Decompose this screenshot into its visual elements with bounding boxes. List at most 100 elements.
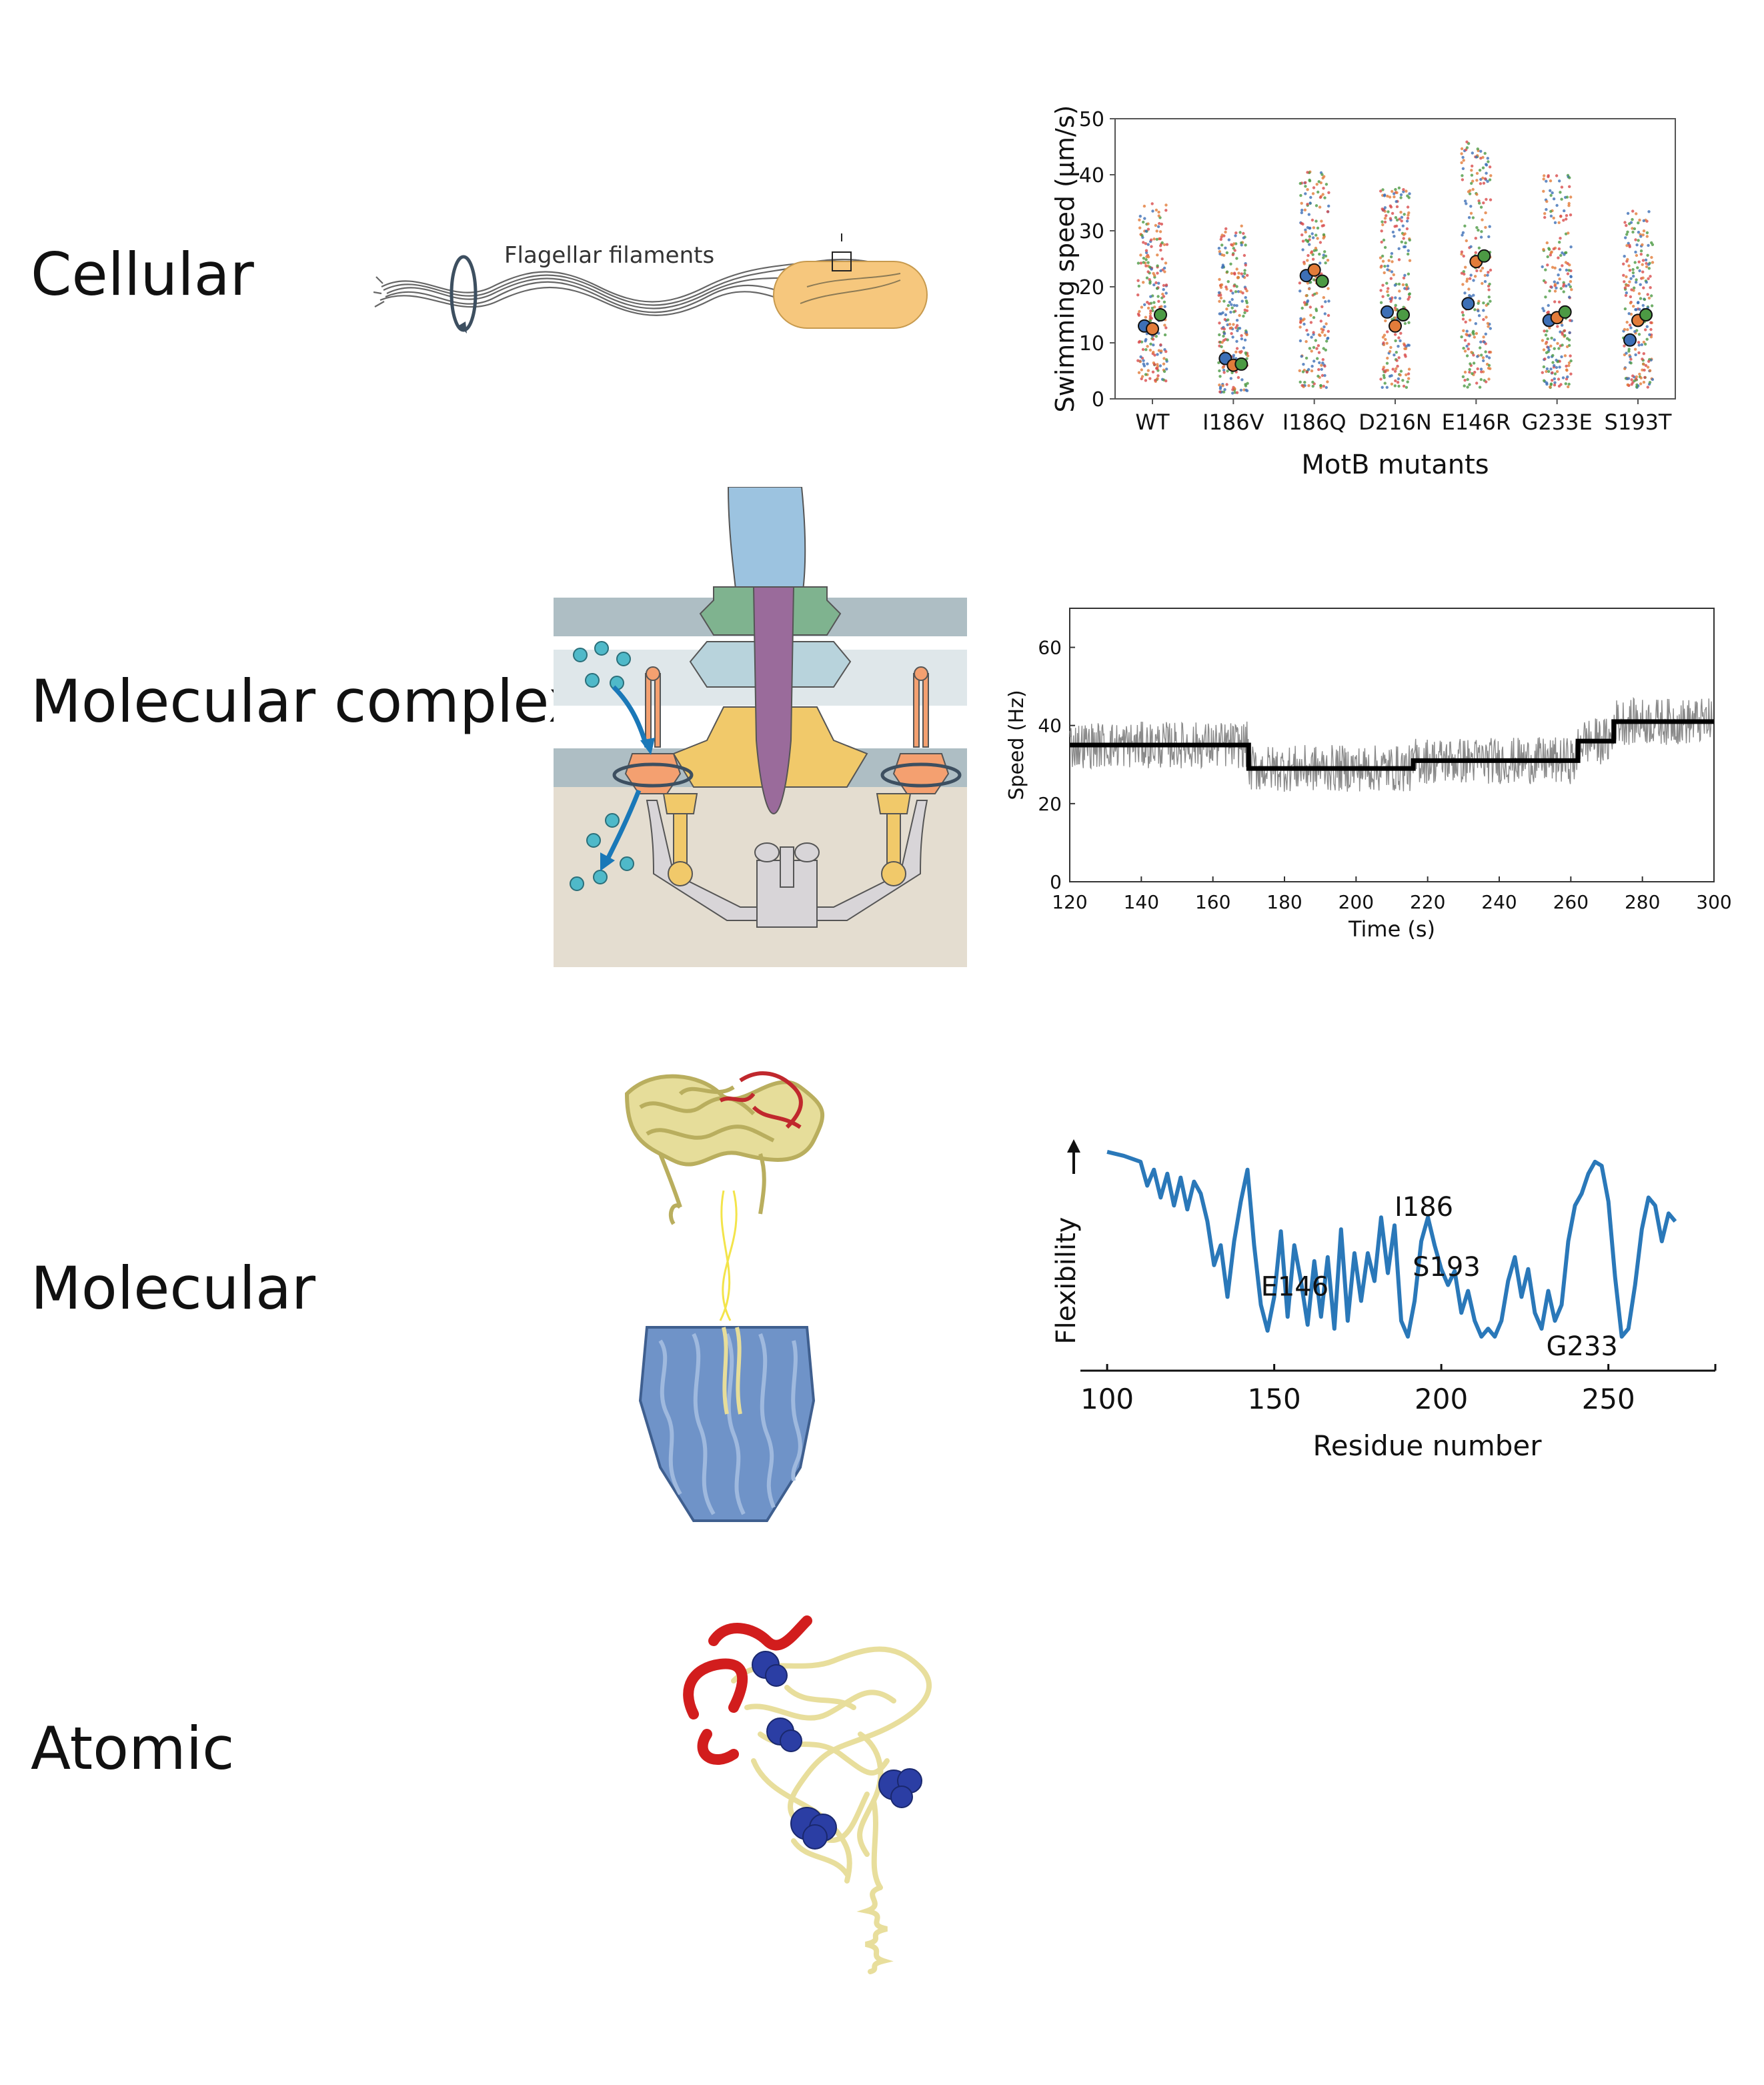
scatter-point [1144,258,1148,261]
scatter-point [1464,265,1467,269]
scatter-point [1475,193,1479,196]
scatter-point [1156,353,1159,356]
scatter-point [1381,386,1384,389]
scatter-point [1565,217,1568,221]
scatter-point [1312,315,1316,319]
flex-x-tick-label: 150 [1248,1383,1301,1415]
scatter-point [1460,250,1464,253]
series-mean-point [1461,297,1475,311]
scatter-point [1381,220,1384,223]
scatter-point [1156,264,1159,267]
scatter-point [1231,253,1234,257]
scatter-point [1463,199,1467,203]
scatter-point [1465,329,1469,333]
scatter-point [1144,373,1148,376]
scatter-point [1559,214,1563,218]
scatter-point [1381,295,1385,298]
scatter-point [1150,306,1154,310]
scatter-point [1391,189,1394,193]
scatter-point [1403,245,1407,249]
scatter-point [1150,245,1153,248]
scatter-point [1552,197,1556,201]
scatter-point [1308,227,1311,230]
scatter-point [1146,243,1150,246]
scatter-point [1299,317,1302,320]
scatter-point [1469,277,1472,280]
scatter-point [1390,251,1394,255]
scatter-point [1397,377,1401,381]
scatter-point [1624,293,1628,297]
scatter-point [1142,261,1145,264]
scatter-point [1236,376,1240,380]
scatter-point [1312,278,1316,281]
scatter-point [1144,348,1148,352]
flexibility-y-arrow-icon [1067,1139,1080,1174]
scatter-point [1484,225,1487,229]
scatter-point [1626,230,1629,233]
scatter-point [1140,377,1143,381]
scatter-point [1481,155,1485,159]
scatter-point [1565,369,1569,372]
scatter-point [1545,199,1549,203]
scatter-point [1629,326,1633,329]
scatter-point [1546,337,1549,341]
scatter-point [1222,299,1226,303]
scatter-point [1638,218,1641,222]
scatter-point [1637,333,1641,336]
scatter-point [1393,283,1397,287]
scatter-point [1136,359,1140,362]
scatter-point [1643,368,1646,372]
scatter-point [1324,300,1327,303]
red-loops [683,1615,812,1766]
scatter-point [1308,347,1312,350]
scatter-point [1388,195,1392,199]
scatter-point [1300,221,1303,225]
scatter-point [1231,291,1234,295]
scatter-point [1648,333,1651,336]
scatter-point [1232,303,1236,307]
series-mean-point [1389,319,1402,333]
scatter-point [1136,279,1140,282]
scatter-point [1320,219,1323,223]
scatter-point [1402,276,1406,279]
scatter-point [1159,269,1162,273]
scatter-point [1302,322,1306,326]
scatter-point [1635,278,1638,281]
scatter-point [1635,212,1638,215]
scatter-point [1545,381,1549,385]
scatter-point [1148,280,1152,283]
scatter-point [1547,348,1551,352]
scatter-point [1460,335,1463,339]
scatter-point [1148,265,1152,269]
scatter-point [1629,301,1633,305]
scatter-point [1140,233,1144,237]
scatter-point [1465,146,1469,149]
scatter-point [1152,363,1156,366]
scatter-point [1551,265,1555,269]
scatter-point [1476,147,1479,151]
scatter-point [1310,232,1314,235]
scatter-point [1311,192,1315,195]
scatter-point [1639,297,1643,300]
scatter-point [1142,204,1146,208]
scatter-point [1323,196,1327,199]
scatter-point [1563,354,1567,358]
scatter-point [1222,327,1226,331]
scatter-point [1483,340,1486,344]
scatter-point [1152,301,1156,304]
speed-step-fit [1070,719,1714,771]
y-tick-label: 30 [1079,220,1104,243]
scatter-point [1245,301,1248,305]
scatter-point [1560,185,1564,189]
scatter-point [1159,248,1162,252]
scatter-point [1150,267,1153,271]
scatter-point [1488,178,1492,181]
scatter-point [1461,317,1465,321]
scatter-point [1482,201,1485,205]
scatter-point [1551,191,1554,195]
scatter-point [1561,331,1564,334]
scatter-point [1298,325,1302,329]
scatter-point [1489,299,1492,303]
scatter-point [1479,346,1482,350]
speed-x-axis-label: Time (s) [1348,916,1435,942]
